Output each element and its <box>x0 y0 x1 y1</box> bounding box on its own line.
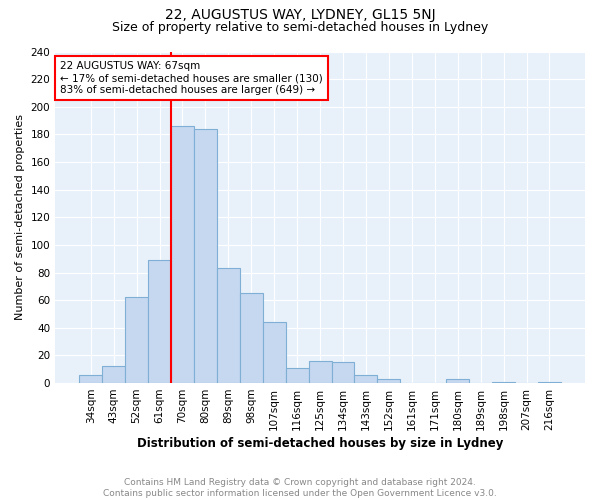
Bar <box>148 260 171 383</box>
Bar <box>194 129 217 383</box>
X-axis label: Distribution of semi-detached houses by size in Lydney: Distribution of semi-detached houses by … <box>137 437 503 450</box>
Bar <box>171 126 194 383</box>
Bar <box>263 322 286 383</box>
Text: 22 AUGUSTUS WAY: 67sqm
← 17% of semi-detached houses are smaller (130)
83% of se: 22 AUGUSTUS WAY: 67sqm ← 17% of semi-det… <box>61 62 323 94</box>
Bar <box>446 379 469 383</box>
Bar <box>240 294 263 383</box>
Bar <box>538 382 561 383</box>
Bar <box>217 268 240 383</box>
Text: 22, AUGUSTUS WAY, LYDNEY, GL15 5NJ: 22, AUGUSTUS WAY, LYDNEY, GL15 5NJ <box>164 8 436 22</box>
Bar <box>102 366 125 383</box>
Bar <box>332 362 355 383</box>
Bar <box>286 368 308 383</box>
Text: Size of property relative to semi-detached houses in Lydney: Size of property relative to semi-detach… <box>112 21 488 34</box>
Bar <box>355 375 377 383</box>
Bar <box>492 382 515 383</box>
Bar <box>308 361 332 383</box>
Bar <box>125 298 148 383</box>
Bar <box>79 375 102 383</box>
Text: Contains HM Land Registry data © Crown copyright and database right 2024.
Contai: Contains HM Land Registry data © Crown c… <box>103 478 497 498</box>
Bar <box>377 379 400 383</box>
Y-axis label: Number of semi-detached properties: Number of semi-detached properties <box>15 114 25 320</box>
